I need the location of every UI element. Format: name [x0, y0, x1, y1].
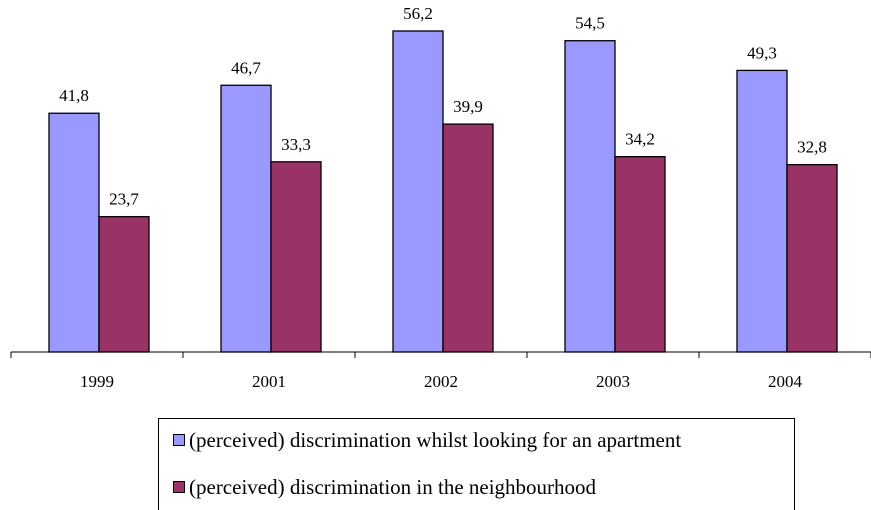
- bar-neighbourhood-2004: [786, 164, 838, 353]
- bar-apartment-2002: [392, 30, 444, 353]
- value-label-neighbourhood-2003: 34,2: [625, 130, 655, 149]
- value-label-neighbourhood-2002: 39,9: [453, 97, 483, 116]
- value-label-neighbourhood-2004: 32,8: [797, 138, 827, 157]
- category-label-1999: 1999: [80, 372, 114, 391]
- legend: (perceived) discrimination whilst lookin…: [158, 418, 795, 510]
- legend-label-apartment: (perceived) discrimination whilst lookin…: [189, 428, 682, 452]
- x-axis-ticks: [10, 352, 871, 358]
- value-label-apartment-2004: 49,3: [747, 43, 777, 62]
- category-label-2002: 2002: [424, 372, 458, 391]
- bar-apartment-2003: [564, 40, 616, 353]
- value-label-apartment-2002: 56,2: [403, 4, 433, 23]
- value-label-apartment-1999: 41,8: [59, 86, 89, 105]
- value-labels-group: 41,8 23,7 46,7 33,3 56,2 39,9 54,5 34,2 49,3 32,8: [59, 4, 827, 209]
- bar-apartment-2004: [736, 69, 788, 353]
- legend-entry-neighbourhood: (perceived) discrimination in the neighb…: [173, 475, 789, 499]
- legend-entry-apartment: (perceived) discrimination whilst lookin…: [173, 428, 789, 452]
- value-label-neighbourhood-2001: 33,3: [281, 135, 311, 154]
- value-label-neighbourhood-1999: 23,7: [109, 190, 139, 209]
- bars-group: [48, 30, 838, 353]
- category-label-2001: 2001: [252, 372, 286, 391]
- bar-neighbourhood-1999: [98, 215, 150, 353]
- bar-neighbourhood-2002: [442, 123, 494, 353]
- bar-chart: 41,8 23,7 46,7 33,3 56,2 39,9 54,5 34,2 49,3 32,8…: [10, 4, 871, 391]
- value-label-apartment-2001: 46,7: [231, 58, 261, 77]
- category-label-2004: 2004: [768, 372, 803, 391]
- bar-apartment-2001: [220, 84, 272, 353]
- legend-label-neighbourhood: (perceived) discrimination in the neighb…: [189, 475, 597, 499]
- category-label-2003: 2003: [596, 372, 630, 391]
- legend-swatch-neighbourhood: [173, 481, 185, 493]
- bar-apartment-1999: [48, 112, 100, 353]
- value-label-apartment-2003: 54,5: [575, 14, 605, 33]
- category-labels-group: 1999 2001 2002 2003 2004: [80, 372, 803, 391]
- bar-neighbourhood-2001: [270, 161, 322, 353]
- legend-swatch-apartment: [173, 434, 185, 446]
- bar-neighbourhood-2003: [614, 156, 666, 353]
